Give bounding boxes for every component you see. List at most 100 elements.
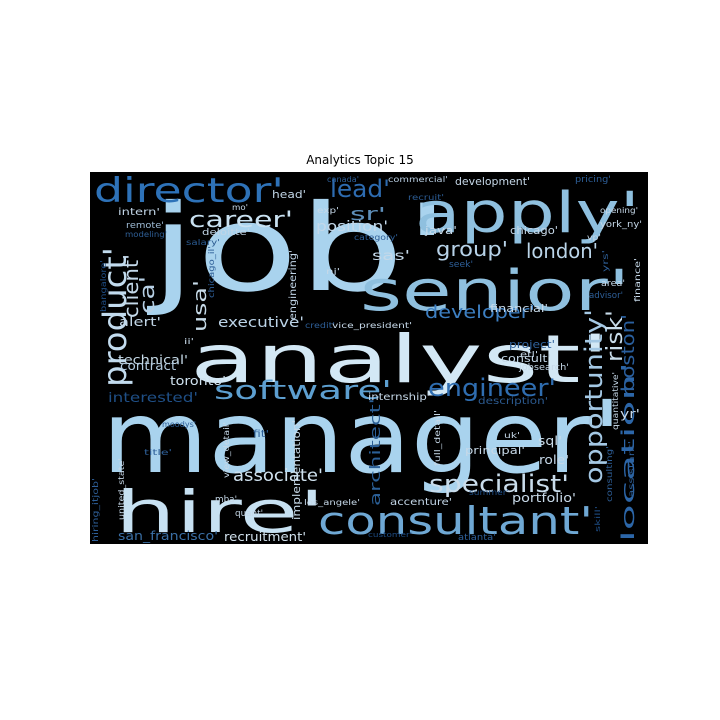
cloud-word: description': [478, 396, 548, 407]
cloud-word: alert': [119, 315, 161, 329]
cloud-word: uk': [504, 431, 520, 440]
cloud-word: category': [354, 233, 398, 242]
cloud-word: analyst': [190, 321, 610, 398]
cloud-word: jobsearch': [518, 363, 569, 373]
cloud-word: moodys': [162, 420, 196, 429]
cloud-word: atlanta': [458, 533, 496, 543]
cloud-word: view_detail': [222, 422, 231, 478]
cloud-word: advisor': [589, 291, 623, 301]
cloud-word: salary': [186, 238, 220, 247]
cloud-word: sas': [372, 249, 410, 264]
cloud-word: commercial': [388, 175, 448, 184]
cloud-word: principal': [465, 444, 525, 457]
cloud-word: area': [601, 279, 625, 289]
cloud-word: quantitative': [611, 372, 620, 430]
cloud-word: customer': [368, 531, 412, 539]
cloud-word: project': [509, 338, 555, 351]
cloud-word: remote': [126, 221, 164, 231]
cloud-word: opening': [600, 206, 638, 215]
cloud-word: mo': [232, 203, 248, 212]
cloud-word: york_ny': [600, 220, 642, 230]
cloud-word: head': [272, 188, 306, 201]
cloud-word: title': [144, 448, 172, 457]
cloud-word: job': [146, 180, 450, 319]
cloud-word: apply': [415, 181, 640, 246]
cloud-word: interested': [108, 391, 198, 406]
cloud-word: portfolio': [512, 491, 576, 505]
chart-title: Analytics Topic 15: [306, 153, 414, 167]
cloud-word: director': [94, 172, 284, 211]
cloud-word: specialist': [429, 470, 569, 498]
cloud-word: chicago_il': [207, 246, 216, 298]
cloud-word: san_francisco': [118, 529, 218, 543]
cloud-word: chicago': [510, 224, 558, 237]
cloud-word: yrs': [601, 250, 610, 272]
cloud-word: financial': [490, 302, 548, 315]
cloud-word: nj': [326, 267, 340, 276]
cloud-word: modeling': [125, 230, 167, 239]
cloud-word: canada': [327, 175, 359, 184]
cloud-word: credit': [305, 321, 335, 330]
cloud-word: engineering': [288, 250, 299, 320]
cloud-word: london': [526, 239, 598, 263]
cloud-word: executive': [218, 315, 304, 331]
cloud-word: role': [539, 453, 569, 467]
cloud-word: senior': [360, 259, 630, 324]
cloud-word: toronto': [170, 374, 226, 388]
cloud-word: consultant': [318, 499, 593, 543]
cloud-word: position': [316, 219, 388, 235]
cloud-word: recruit': [408, 193, 444, 202]
cloud-word: summer': [469, 488, 509, 497]
cloud-word: vice_president': [332, 321, 412, 330]
cloud-word: full_detail': [433, 410, 442, 466]
cloud-word: sql': [538, 434, 562, 448]
cloud-word: sr': [350, 204, 386, 225]
cloud-word: exp': [317, 206, 339, 215]
cloud-word: software': [214, 376, 392, 406]
cloud-word: internship': [368, 392, 430, 403]
cloud-word: recruitment': [224, 530, 306, 544]
cloud-word: implementation': [290, 420, 303, 520]
cloud-word: manager': [102, 379, 622, 496]
cloud-word: bangalore': [99, 260, 108, 312]
cloud-word: usa': [190, 280, 211, 332]
cloud-word: ca': [135, 276, 159, 314]
cloud-word: intern': [118, 207, 160, 218]
cloud-word: risk': [603, 310, 628, 362]
cloud-background: [90, 172, 648, 544]
cloud-word: mba': [215, 495, 237, 505]
cloud-word: location': [618, 362, 639, 542]
cloud-word: lead': [330, 175, 390, 203]
cloud-word: etl': [520, 350, 538, 359]
cloud-word: assistant': [627, 441, 636, 497]
cloud-word: contract': [120, 359, 180, 373]
cloud-word: group': [436, 237, 508, 261]
cloud-word: united_state': [117, 458, 126, 520]
cloud-word: fit': [253, 429, 269, 440]
cloud-word: technical': [118, 353, 188, 367]
cloud-word: hire': [115, 478, 325, 544]
cloud-word: finance': [633, 258, 642, 302]
cloud-word: quant': [235, 509, 263, 519]
cloud-word: developer': [425, 302, 535, 323]
cloud-word: consult': [501, 352, 551, 365]
cloud-word: architect': [368, 398, 384, 506]
cloud-word: skill': [594, 506, 602, 532]
cloud-word: pricing': [575, 175, 611, 185]
cloud-word: boston': [618, 314, 639, 392]
cloud-word: accenture': [390, 497, 452, 508]
cloud-word: seek': [449, 260, 473, 270]
cloud-word: los_angele': [304, 498, 360, 507]
cloud-word: ii': [184, 337, 194, 346]
cloud-word: vp': [587, 233, 601, 242]
cloud-word: hiring_itjob': [91, 478, 100, 542]
cloud-word: associate': [233, 466, 323, 486]
cloud-word: deloitte': [202, 228, 250, 238]
cloud-word: product': [96, 247, 134, 387]
cloud-word: consulting': [605, 446, 614, 502]
cloud-word: java': [424, 224, 457, 237]
cloud-word: opportunity': [580, 309, 608, 484]
cloud-word: yr': [620, 407, 640, 421]
cloud-word: career': [189, 208, 293, 233]
cloud-word: development': [455, 175, 530, 188]
